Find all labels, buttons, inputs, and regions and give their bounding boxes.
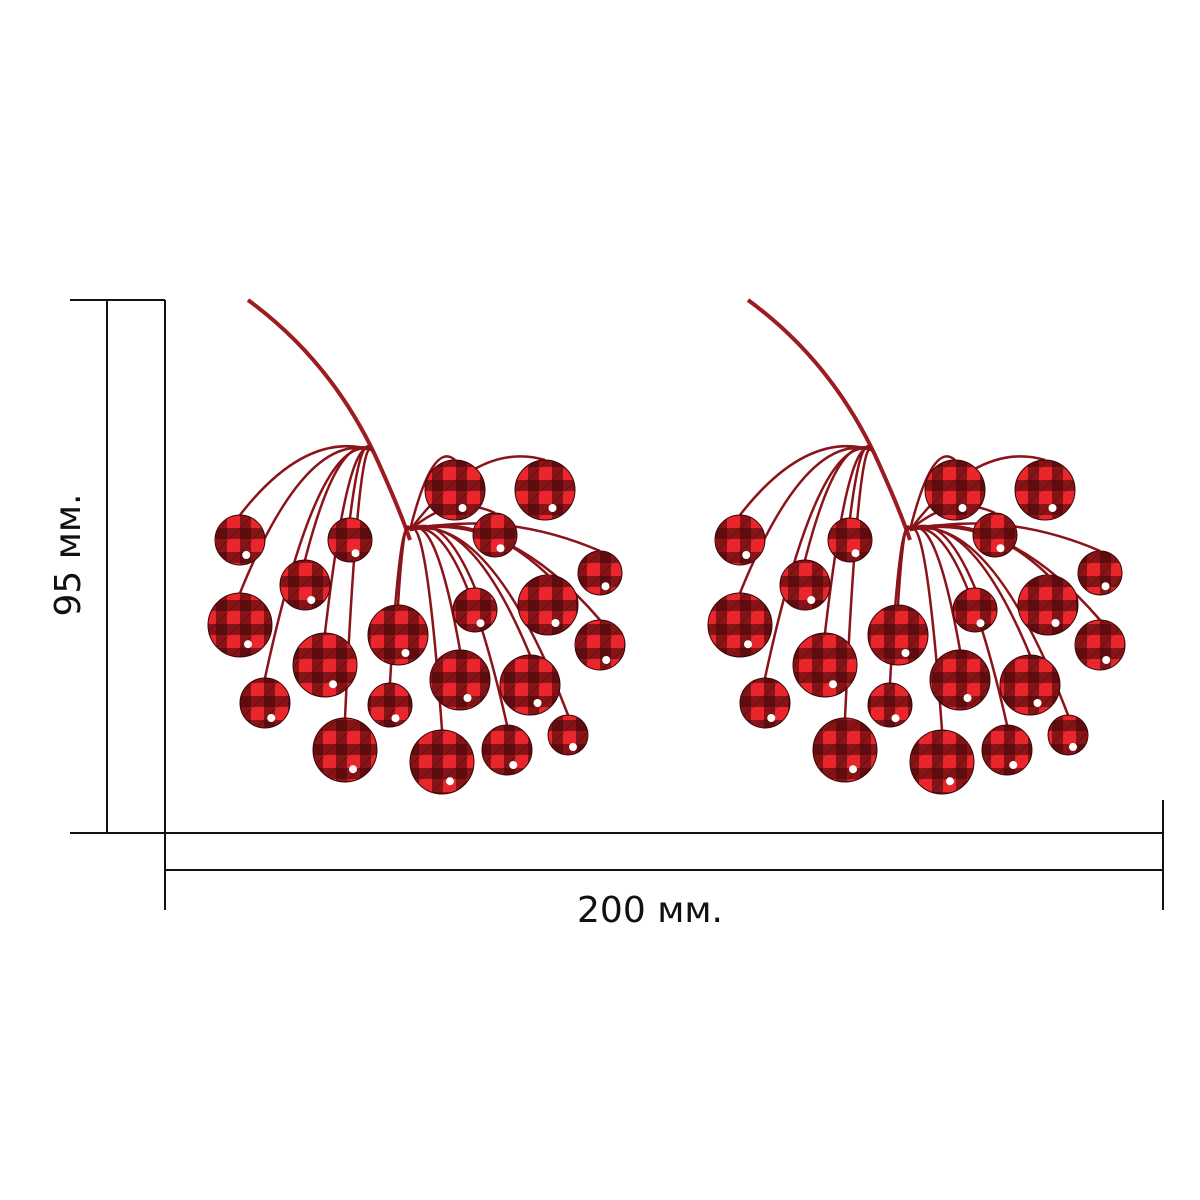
height-label: 95 мм. <box>48 493 89 616</box>
width-label: 200 мм. <box>577 890 723 931</box>
berry-cluster-left <box>206 298 627 796</box>
berry-cluster-right <box>706 298 1127 796</box>
dimension-lines <box>70 299 1164 910</box>
